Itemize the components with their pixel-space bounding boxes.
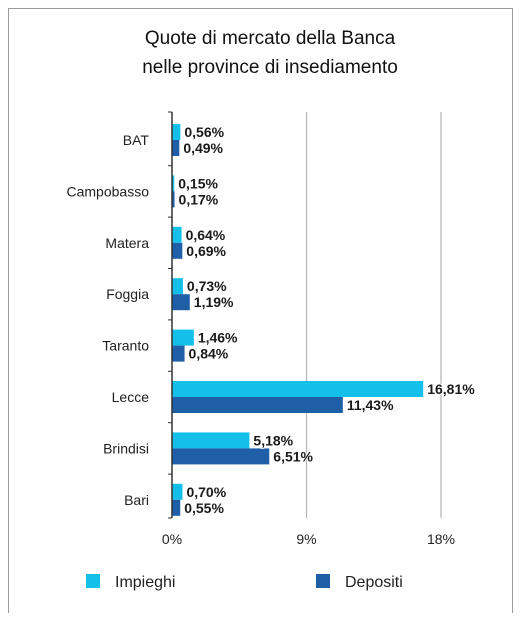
bar-depositi-lecce — [172, 397, 343, 413]
bar-depositi-foggia — [172, 294, 190, 311]
value-label-impieghi-taranto: 1,46% — [198, 330, 238, 346]
value-label-depositi-campobasso: 0,17% — [179, 191, 219, 207]
bar-impieghi-campobasso — [172, 175, 175, 192]
value-label-impieghi-lecce: 16,81% — [427, 381, 475, 397]
x-tick-label-0: 0% — [162, 531, 182, 547]
y-axis — [168, 111, 173, 519]
category-label-brindisi: Brindisi — [103, 440, 149, 456]
category-label-bat: BAT — [123, 132, 150, 148]
legend-label-impieghi: Impieghi — [115, 574, 175, 591]
chart-title-line-2: nelle province di insediamento — [142, 57, 398, 78]
value-label-impieghi-brindisi: 5,18% — [253, 432, 293, 448]
category-labels: BAT Campobasso Matera Foggia Taranto Lecce Bri… — [67, 132, 150, 508]
category-label-foggia: Foggia — [106, 286, 149, 302]
category-label-lecce: Lecce — [112, 389, 150, 405]
bar-impieghi-foggia — [172, 278, 183, 295]
gridlines — [305, 112, 442, 518]
chart-title-line-1: Quote di mercato della Banca — [145, 28, 396, 49]
value-label-impieghi-campobasso: 0,15% — [178, 175, 218, 191]
bar-depositi-matera — [172, 242, 183, 259]
value-label-impieghi-bari: 0,70% — [186, 484, 226, 500]
bar-depositi-bat — [172, 140, 180, 156]
category-label-campobasso: Campobasso — [67, 183, 150, 199]
x-tick-label-2: 18% — [427, 531, 455, 547]
bar-depositi-brindisi — [172, 448, 270, 465]
value-labels: 0,56%0,49% 0,15%0,17% 0,64%0,69% 0,73%1,19%… — [177, 123, 476, 517]
bar-impieghi-bat — [172, 124, 181, 140]
value-label-depositi-brindisi: 6,51% — [273, 448, 313, 464]
bar-impieghi-taranto — [172, 329, 194, 346]
value-label-depositi-taranto: 0,84% — [189, 346, 229, 362]
bar-impieghi-lecce — [172, 381, 424, 397]
legend-swatch-depositi — [316, 574, 330, 588]
bars — [172, 124, 424, 516]
value-label-depositi-bat: 0,49% — [183, 140, 223, 156]
chart-title: Quote di mercato della Banca nelle provi… — [142, 28, 398, 78]
bar-impieghi-bari — [172, 483, 183, 500]
value-label-impieghi-foggia: 0,73% — [187, 278, 227, 294]
legend-swatch-impieghi — [86, 574, 100, 588]
chart-frame — [8, 8, 513, 613]
legend-label-depositi: Depositi — [345, 574, 403, 591]
x-tick-labels: 0% 9% 18% — [162, 531, 455, 547]
category-label-taranto: Taranto — [102, 338, 149, 354]
bar-impieghi-matera — [172, 226, 182, 243]
value-label-depositi-matera: 0,69% — [186, 243, 226, 259]
value-label-impieghi-bat: 0,56% — [184, 124, 224, 140]
bar-impieghi-brindisi — [172, 432, 250, 449]
value-label-impieghi-matera: 0,64% — [186, 227, 226, 243]
value-label-depositi-foggia: 1,19% — [194, 294, 234, 310]
x-tick-label-1: 9% — [296, 531, 316, 547]
value-label-depositi-lecce: 11,43% — [347, 397, 394, 413]
bar-depositi-taranto — [172, 345, 185, 362]
bar-depositi-bari — [172, 499, 181, 516]
legend: Impieghi Depositi — [86, 574, 403, 591]
value-label-depositi-bari: 0,55% — [184, 500, 224, 516]
bar-depositi-campobasso — [172, 191, 175, 208]
category-label-bari: Bari — [124, 492, 149, 508]
category-label-matera: Matera — [105, 235, 149, 251]
